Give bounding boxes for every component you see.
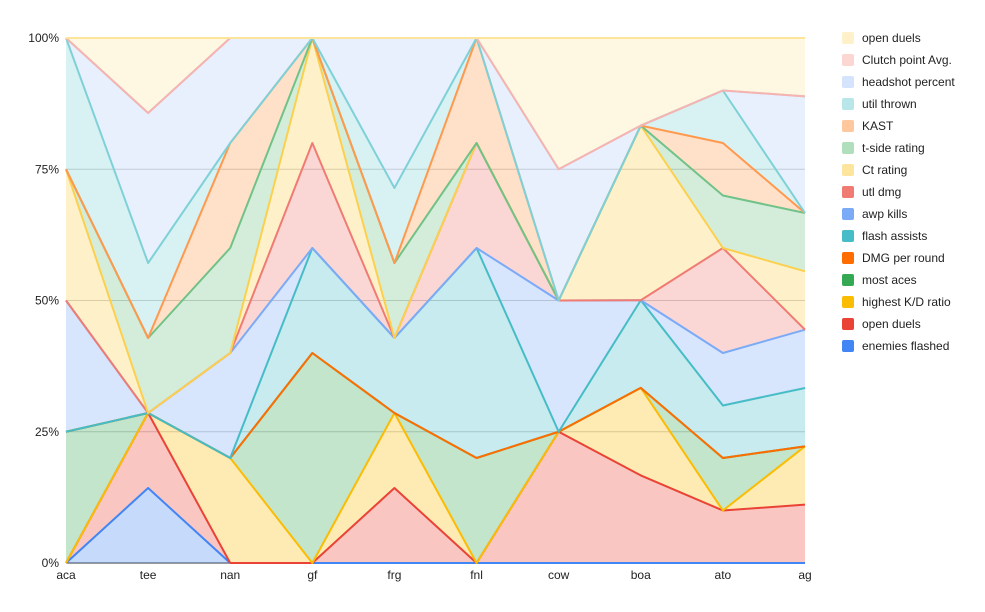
x-tick-label: cow	[548, 568, 570, 582]
legend-swatch	[842, 164, 854, 176]
legend: open duels Clutch point Avg. headshot perc…	[842, 31, 955, 353]
legend-swatch	[842, 296, 854, 308]
series-line	[65, 412, 806, 564]
legend-swatch	[842, 76, 854, 88]
x-tick-label: tee	[140, 568, 157, 582]
x-tick-label: aca	[56, 568, 76, 582]
legend-swatch	[842, 318, 854, 330]
series-area	[66, 38, 805, 413]
legend-label: Clutch point Avg.	[862, 53, 952, 67]
legend-label: Ct rating	[862, 163, 907, 177]
series-area	[66, 38, 805, 413]
series-line	[65, 37, 806, 414]
legend-swatch	[842, 98, 854, 110]
legend-label: most aces	[862, 273, 917, 287]
series-area	[66, 38, 805, 338]
legend-swatch	[842, 32, 854, 44]
legend-label: KAST	[862, 119, 894, 133]
series-areas	[66, 38, 805, 563]
legend-swatch	[842, 252, 854, 264]
series-area	[66, 38, 805, 301]
x-tick-label: boa	[631, 568, 651, 582]
x-tick-label: fnl	[470, 568, 483, 582]
series-area	[66, 38, 805, 338]
legend-swatch	[842, 208, 854, 220]
legend-swatch	[842, 54, 854, 66]
x-tick-label: nan	[220, 568, 240, 582]
legend-label: open duels	[862, 31, 921, 45]
legend-label: t-side rating	[862, 141, 925, 155]
y-tick-label: 0%	[42, 556, 60, 570]
legend-swatch	[842, 186, 854, 198]
series-line	[65, 37, 806, 339]
y-tick-label: 75%	[35, 162, 59, 176]
series-area	[66, 143, 805, 413]
series-area	[66, 413, 805, 563]
series-lines	[65, 37, 806, 564]
legend-label: highest K/D ratio	[862, 295, 951, 309]
legend-swatch	[842, 230, 854, 242]
series-line	[65, 487, 805, 564]
series-area	[66, 353, 805, 563]
x-tick-label: gf	[307, 568, 318, 582]
x-tick-label: frg	[387, 568, 401, 582]
legend-label: utl dmg	[862, 185, 901, 199]
legend-label: flash assists	[862, 229, 927, 243]
x-tick-label: ato	[715, 568, 732, 582]
legend-swatch	[842, 340, 854, 352]
y-tick-label: 25%	[35, 425, 59, 439]
legend-label: util thrown	[862, 97, 917, 111]
legend-label: open duels	[862, 317, 921, 331]
x-axis-ticks: aca tee nan gf frg fnl cow boa ato ag	[56, 568, 811, 582]
series-area	[66, 387, 805, 563]
legend-swatch	[842, 142, 854, 154]
legend-label: enemies flashed	[862, 339, 949, 353]
series-line	[65, 37, 806, 339]
legend-label: headshot percent	[862, 75, 955, 89]
y-axis-ticks: 0% 25% 50% 75% 100%	[28, 31, 59, 570]
y-tick-label: 50%	[35, 294, 59, 308]
legend-label: awp kills	[862, 207, 907, 221]
y-tick-label: 100%	[28, 31, 59, 45]
legend-label: DMG per round	[862, 251, 945, 265]
x-tick-label: ag	[798, 568, 811, 582]
legend-swatch	[842, 274, 854, 286]
legend-swatch	[842, 120, 854, 132]
